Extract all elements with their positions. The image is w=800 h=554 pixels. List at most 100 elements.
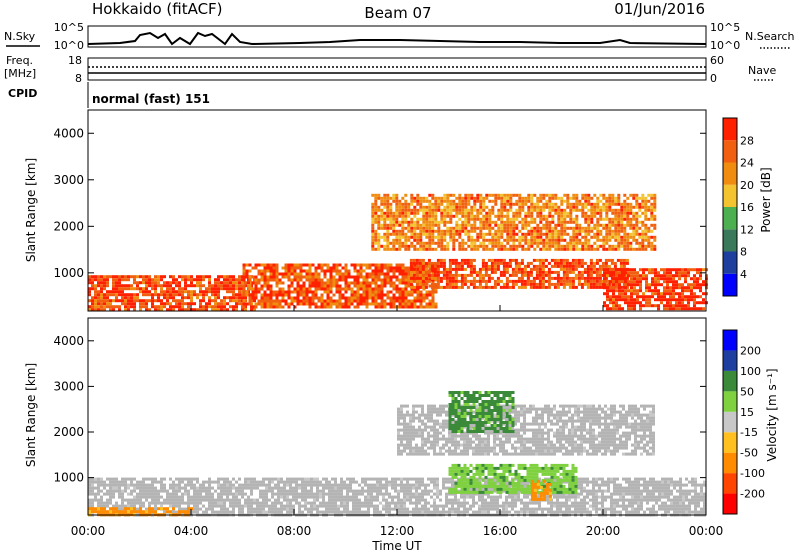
echo-cell [382,498,385,502]
echo-cell [491,211,495,215]
echo-cell [196,498,199,502]
echo-cell [608,196,612,200]
echo-cell [666,304,669,308]
echo-cell [666,280,669,284]
echo-cell [424,276,428,280]
echo-cell [223,275,226,279]
echo-cell [175,495,178,499]
echo-cell [431,299,435,303]
echo-cell [395,229,399,233]
echo-cell [524,223,528,227]
echo-cell [433,492,436,496]
echo-cell [431,296,435,300]
echo-cell [283,489,286,493]
echo-cell [521,220,525,224]
echo-cell [148,308,151,312]
echo-cell [124,284,127,288]
echo-cell [454,498,457,502]
echo-cell [454,258,458,262]
echo-cell [638,220,642,224]
echo-cell [142,495,145,499]
echo-cell [536,211,540,215]
echo-cell [401,263,405,267]
echo-cell [184,507,187,511]
echo-cell [455,211,459,215]
echo-cell [464,196,468,200]
echo-cell [461,214,465,218]
echo-cell [145,489,148,493]
echo-cell [199,302,202,306]
echo-cell [644,205,648,209]
echo-cell [344,287,348,291]
echo-cell [586,285,590,289]
echo-cell [289,486,292,490]
echo-cell [260,263,264,267]
echo-cell [517,279,521,283]
echo-cell [632,235,636,239]
echo-cell [398,199,402,203]
echo-cell [548,205,552,209]
echo-cell [428,266,432,270]
echo-cell [283,507,286,511]
echo-cell [487,267,491,271]
echo-cell [647,238,651,242]
echo-cell [430,510,433,514]
echo-cell [404,287,408,291]
echo-cell [202,293,205,297]
echo-cell [464,214,468,218]
echo-cell [596,229,600,233]
echo-cell [610,258,614,262]
echo-cell [494,220,498,224]
echo-cell [259,504,262,508]
echo-cell [424,504,427,508]
echo-cell [518,199,522,203]
echo-cell [620,205,624,209]
echo-cell [190,281,193,285]
echo-cell [575,241,579,245]
echo-cell [256,486,259,490]
echo-cell [583,261,587,265]
echo-cell [349,480,352,484]
echo-cell [284,299,288,303]
echo-cell [304,480,307,484]
echo-cell [473,199,477,203]
echo-cell [443,196,447,200]
echo-cell [626,217,630,221]
echo-cell [598,264,602,268]
echo-cell [620,226,624,230]
echo-cell [497,208,501,212]
echo-cell [595,258,599,262]
echo-cell [452,193,456,197]
echo-cell [386,302,390,306]
echo-cell [211,293,214,297]
echo-cell [560,217,564,221]
echo-cell [226,281,229,285]
echo-cell [491,208,495,212]
echo-cell [151,278,154,282]
echo-cell [386,205,390,209]
echo-cell [205,305,208,309]
echo-cell [413,247,417,251]
echo-cell [250,498,253,502]
echo-cell [337,507,340,511]
echo-cell [353,281,357,285]
echo-cell [232,492,235,496]
echo-cell [530,229,534,233]
echo-cell [338,278,342,282]
echo-cell [386,272,390,276]
echo-cell [599,214,603,218]
echo-cell [343,501,346,505]
echo-cell [644,235,648,239]
echo-cell [404,199,408,203]
echo-cell [401,235,405,239]
echo-cell [394,507,397,511]
echo-cell [425,290,429,294]
echo-cell [616,258,620,262]
echo-cell [651,292,654,296]
echo-cell [467,193,471,197]
echo-cell [696,283,699,287]
echo-cell [427,258,431,262]
echo-cell [605,241,609,245]
echo-cell [413,235,417,239]
echo-cell [566,241,570,245]
